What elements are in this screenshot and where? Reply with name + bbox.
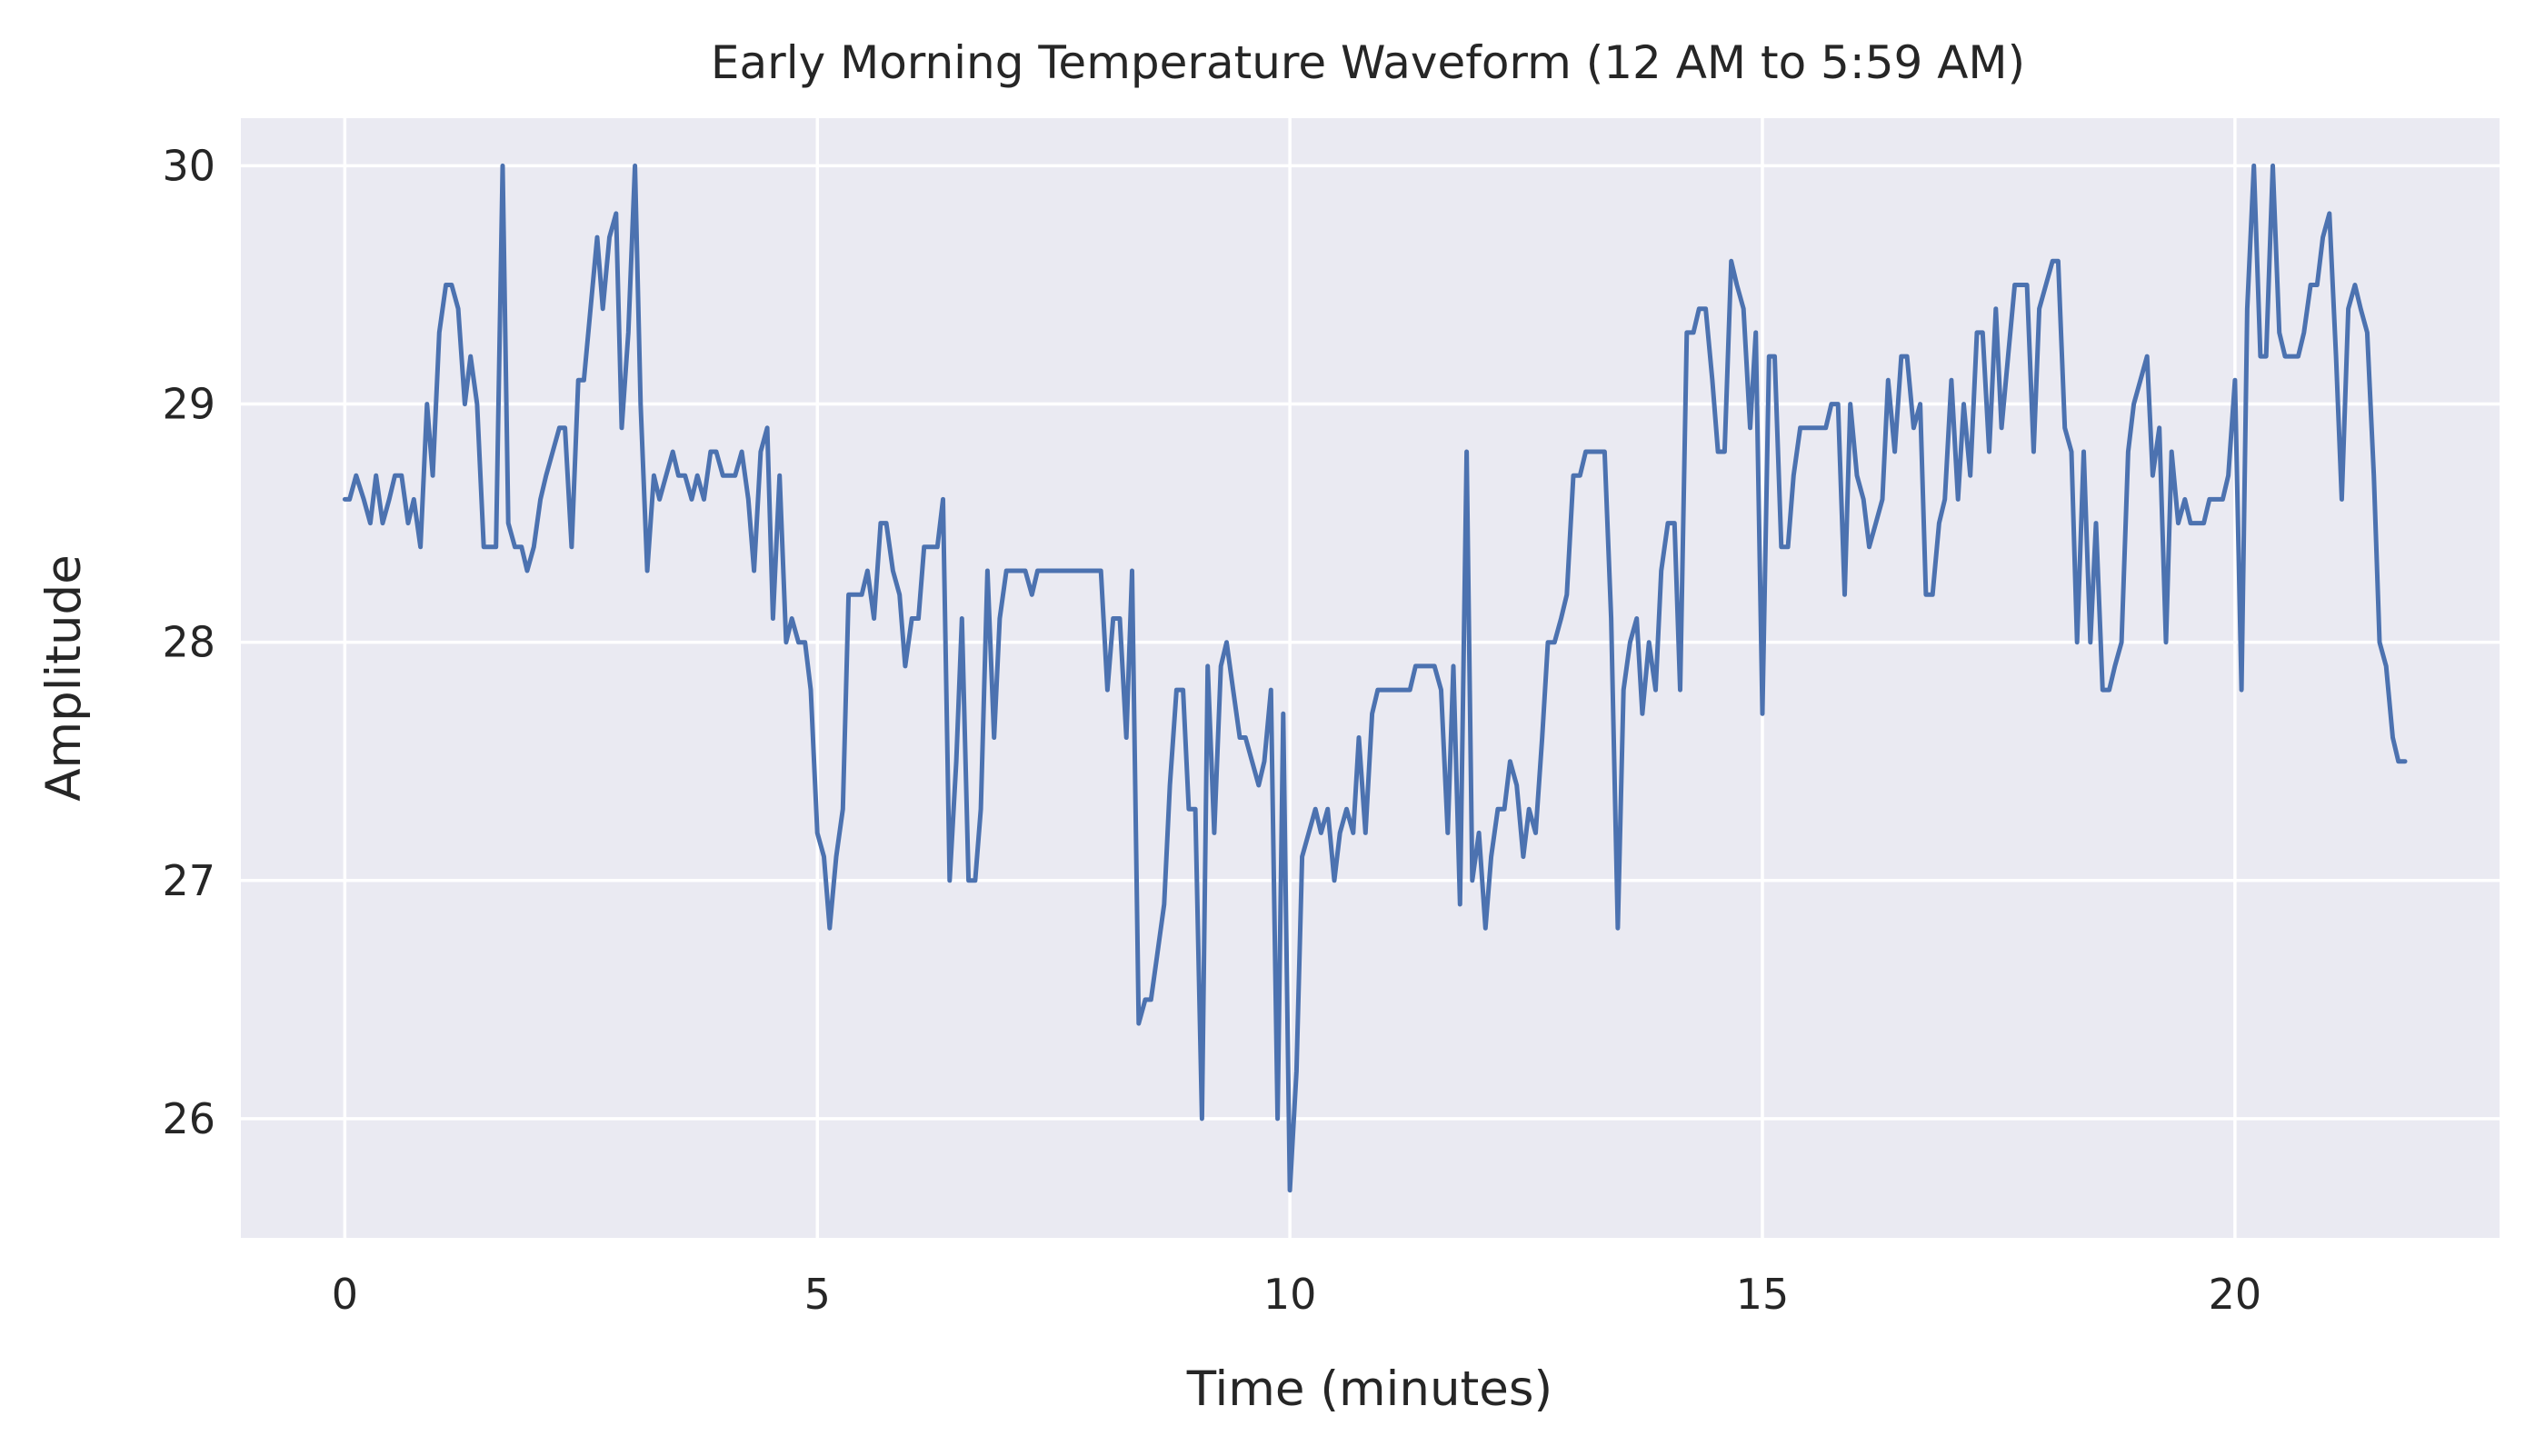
series-line (342, 163, 2408, 1193)
y-axis-label: Amplitude (36, 554, 92, 802)
plot-area (241, 118, 2500, 1238)
x-tick-label: 20 (2209, 1270, 2262, 1319)
y-tick-label: 26 (162, 1094, 215, 1143)
y-tick-label: 27 (162, 856, 215, 905)
y-tick-label: 29 (162, 380, 215, 429)
x-tick-label: 5 (804, 1270, 831, 1319)
chart-title: Early Morning Temperature Waveform (12 A… (711, 36, 2025, 89)
x-tick-label: 10 (1263, 1270, 1317, 1319)
grid-lines (241, 118, 2500, 1238)
y-tick-label: 28 (162, 618, 215, 667)
y-tick-labels: 26 27 28 29 30 (162, 141, 215, 1143)
x-tick-label: 0 (332, 1270, 358, 1319)
x-tick-label: 15 (1736, 1270, 1790, 1319)
x-axis-label: Time (minutes) (1186, 1361, 1552, 1417)
y-tick-label: 30 (162, 141, 215, 190)
x-tick-labels: 0 5 10 15 20 (332, 1270, 2261, 1319)
